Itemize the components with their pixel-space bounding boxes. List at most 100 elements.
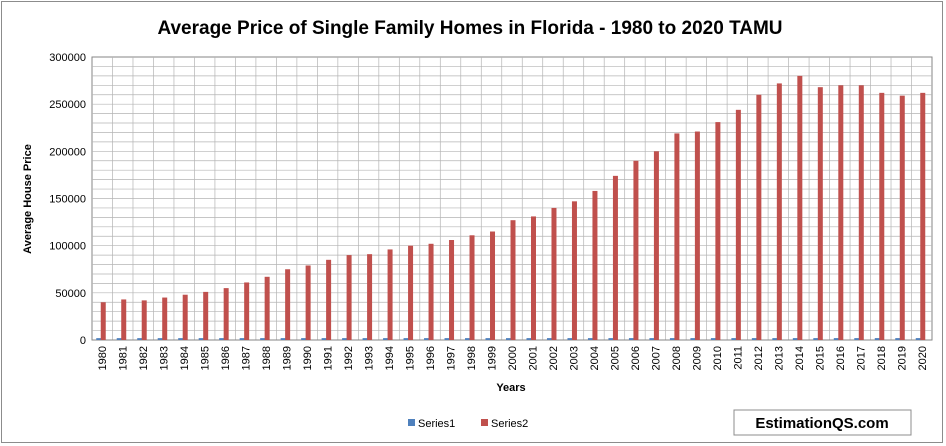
bar-series2-1999	[490, 231, 496, 340]
x-tick-label: 1990	[302, 346, 314, 370]
y-tick-label: 100000	[49, 241, 86, 253]
bar-series2-1991	[326, 259, 332, 340]
bar-series2-2001	[530, 216, 536, 340]
bar-series2-2009	[694, 131, 700, 340]
bar-series2-2000	[510, 220, 516, 340]
bar-series1-2005	[608, 338, 614, 340]
bar-series1-2007	[649, 338, 655, 340]
bar-series2-2012	[756, 94, 762, 340]
x-tick-label: 1989	[282, 346, 294, 370]
x-tick-label: 2000	[507, 346, 519, 370]
watermark-box: EstimationQS.com	[733, 409, 912, 436]
bar-series1-2003	[567, 338, 573, 340]
bar-series2-2016	[838, 85, 844, 340]
bar-series2-2017	[858, 85, 864, 340]
x-tick-label: 2012	[753, 346, 765, 370]
x-tick-label: 1981	[118, 346, 130, 370]
x-tick-label: 1982	[138, 346, 150, 370]
x-tick-label: 2013	[773, 346, 785, 370]
bar-series1-2018	[874, 338, 880, 340]
bar-series2-2005	[612, 175, 618, 340]
x-tick-label: 2006	[630, 346, 642, 370]
bars	[96, 75, 926, 341]
bar-series2-2013	[776, 83, 782, 340]
bar-series2-2008	[674, 133, 680, 340]
bar-series1-2020	[915, 338, 921, 340]
bar-series2-2015	[817, 87, 823, 340]
x-tick-label: 1980	[97, 346, 109, 370]
bar-series2-1983	[162, 297, 168, 340]
bar-series1-1983	[157, 338, 163, 340]
bar-series1-2017	[854, 338, 860, 340]
bar-series1-2002	[546, 338, 552, 340]
bar-series2-2011	[735, 109, 741, 341]
bar-series1-2010	[710, 338, 716, 340]
bar-series1-2009	[690, 338, 696, 340]
x-tick-label: 1993	[364, 346, 376, 370]
bar-series2-2002	[551, 207, 557, 340]
x-tick-label: 1985	[200, 346, 212, 370]
bar-series2-1989	[285, 269, 291, 340]
x-tick-label: 1983	[159, 346, 171, 370]
x-tick-label: 2005	[609, 346, 621, 370]
x-tick-label: 1997	[446, 346, 458, 370]
bar-series1-2015	[813, 338, 819, 340]
x-tick-label: 2007	[650, 346, 662, 370]
bar-series2-2018	[879, 92, 885, 340]
x-tick-label: 1991	[323, 346, 335, 370]
bar-series1-2000	[506, 338, 511, 340]
bar-series2-1997	[449, 240, 455, 340]
x-tick-label: 1986	[220, 346, 232, 370]
bar-series1-1980	[96, 338, 102, 340]
x-tick-label: 1998	[466, 346, 478, 370]
bar-series1-1989	[280, 338, 286, 340]
bar-series2-1992	[346, 255, 352, 340]
x-tick-label: 2002	[548, 346, 560, 370]
x-tick-label: 2009	[691, 346, 703, 370]
watermark-text: EstimationQS.com	[755, 415, 888, 432]
x-tick-label: 1996	[425, 346, 437, 370]
x-tick-label: 2011	[732, 346, 744, 370]
x-tick-label: 2008	[671, 346, 683, 370]
bar-series2-1987	[244, 282, 250, 340]
bar-series1-1996	[424, 338, 430, 340]
x-tick-label: 1987	[241, 346, 253, 370]
bar-series2-1996	[428, 243, 434, 340]
bar-series1-2014	[792, 338, 798, 340]
y-tick-label: 200000	[49, 146, 86, 158]
x-tick-label: 1992	[343, 346, 355, 370]
bar-series1-2008	[669, 338, 675, 340]
bar-series1-1985	[198, 338, 204, 340]
bar-series2-1985	[203, 291, 209, 340]
x-tick-label: 2018	[876, 346, 888, 370]
bar-series2-1986	[223, 288, 229, 340]
legend-label-series1: Series1	[418, 418, 455, 430]
bar-series1-2012	[751, 338, 757, 340]
bar-series1-2001	[526, 338, 532, 340]
x-tick-label: 2017	[855, 346, 867, 370]
x-tick-label: 2020	[917, 346, 929, 370]
bar-series1-1999	[485, 338, 491, 340]
x-tick-label: 1984	[179, 346, 191, 370]
x-tick-label: 2010	[712, 346, 724, 370]
bar-series1-1988	[260, 338, 266, 340]
bar-series2-1980	[100, 302, 106, 340]
x-axis-title: Years	[496, 382, 525, 394]
bar-series1-2011	[731, 338, 737, 340]
legend-label-series2: Series2	[491, 418, 528, 430]
bar-series2-1994	[387, 249, 393, 340]
x-tick-label: 2003	[568, 346, 580, 370]
y-tick-label: 150000	[49, 194, 86, 206]
y-tick-labels: 0 50000 100000 150000 200000 250000 300000	[49, 52, 86, 347]
bar-series1-2013	[772, 338, 778, 340]
bar-series1-1997	[444, 338, 450, 340]
x-tick-label: 1994	[384, 346, 396, 370]
x-tick-label: 2019	[896, 346, 908, 370]
bar-series1-1994	[383, 338, 389, 340]
y-axis-title: Average House Price	[22, 144, 34, 254]
bar-series2-2004	[592, 190, 598, 340]
x-tick-label: 1995	[405, 346, 417, 370]
bar-series1-1990	[301, 338, 307, 340]
bar-series1-1987	[239, 338, 245, 340]
bar-series2-2014	[797, 75, 803, 340]
